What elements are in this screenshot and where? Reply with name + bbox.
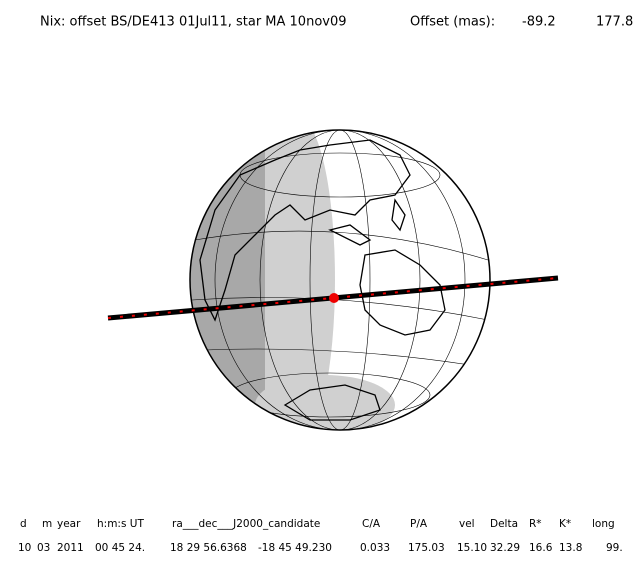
cell: 03 [37,542,50,554]
cell: 00 45 24. [95,542,145,554]
cell: 32.29 [490,542,520,554]
night-shading [190,130,489,430]
offset-value: 177.8 [596,15,633,30]
column-header: m [42,518,52,530]
column-header: C/A [362,518,381,530]
offset-value: -89.2 [522,15,556,30]
column-header: long [592,518,615,530]
column-header: ra___dec___J2000_candidate [172,518,320,530]
column-header: P/A [410,518,428,530]
column-header: R* [529,518,542,530]
cell: 16.6 [529,542,553,554]
cell: 18 29 56.6368 [170,542,247,554]
column-header: K* [559,518,571,530]
column-header: h:m:s UT [97,518,144,530]
cell: 0.033 [360,542,390,554]
cell: 99. [606,542,623,554]
globe [107,129,559,431]
cell: 13.8 [559,542,582,554]
column-header: year [57,518,81,530]
cell: 2011 [57,542,84,554]
column-header: Delta [490,518,518,530]
cell: 10 [18,542,31,554]
globe-outline [189,129,491,431]
event-table: d m year h:m:s UT ra___dec___J2000_candi… [18,518,623,554]
closest-approach [329,293,339,303]
column-header: d [20,518,27,530]
column-header: vel [459,518,475,530]
cell: 15.10 [457,542,487,554]
title: Nix: offset BS/DE413 01Jul11, star MA 10… [40,15,347,30]
coastlines [199,139,446,421]
cell: 175.03 [408,542,445,554]
cell: -18 45 49.230 [258,542,332,554]
night [190,130,265,430]
offset-label: Offset (mas): [410,15,495,30]
